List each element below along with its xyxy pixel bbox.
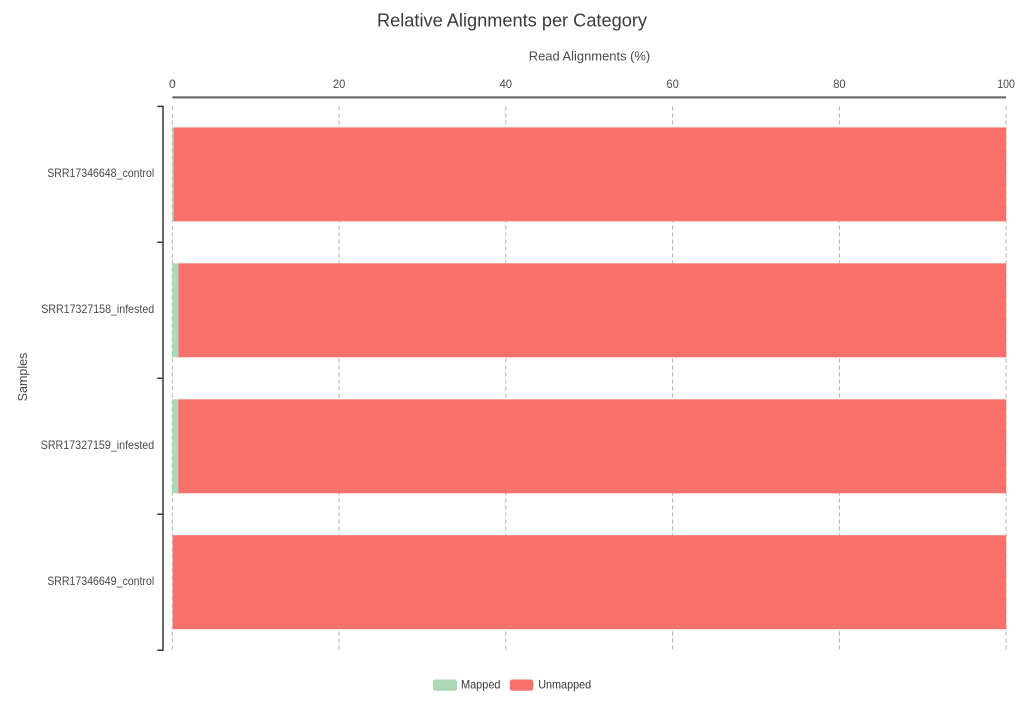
- svg-text:60: 60: [666, 77, 679, 91]
- svg-text:SRR17346648_control: SRR17346648_control: [47, 166, 154, 180]
- svg-text:SRR17327158_infested: SRR17327158_infested: [41, 302, 154, 316]
- svg-text:Samples: Samples: [16, 353, 30, 402]
- svg-text:100: 100: [997, 77, 1015, 91]
- svg-text:Unmapped: Unmapped: [538, 678, 591, 692]
- svg-text:80: 80: [833, 77, 846, 91]
- svg-text:SRR17327159_infested: SRR17327159_infested: [41, 438, 155, 452]
- svg-text:Mapped: Mapped: [461, 678, 501, 692]
- svg-text:20: 20: [333, 77, 346, 91]
- svg-text:Read Alignments (%): Read Alignments (%): [529, 50, 651, 64]
- svg-text:Relative Alignments per Catego: Relative Alignments per Category: [377, 11, 647, 31]
- svg-text:0: 0: [169, 77, 176, 91]
- svg-text:40: 40: [500, 77, 513, 91]
- svg-text:SRR17346649_control: SRR17346649_control: [47, 574, 154, 588]
